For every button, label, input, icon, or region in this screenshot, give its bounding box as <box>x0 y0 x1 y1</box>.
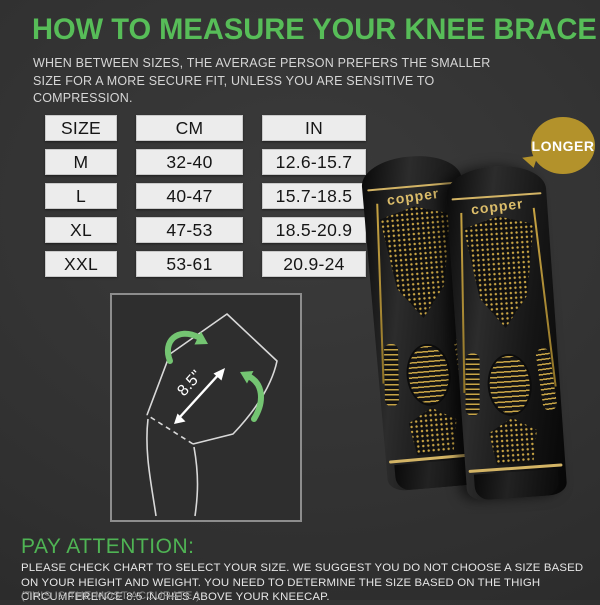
ribbed-patch <box>383 343 400 407</box>
pay-attention-note: (THIS IS THE MOST ACCURATE.) <box>21 590 200 602</box>
calf-mesh-pattern <box>488 416 539 465</box>
thigh-mesh-pattern <box>463 214 541 331</box>
in-cell: 12.6-15.7 <box>262 149 366 175</box>
size-cell: L <box>45 183 117 209</box>
knee-ribbed-patch <box>406 344 452 406</box>
cm-cell: 53-61 <box>136 251 243 277</box>
page-title: HOW TO MEASURE YOUR KNEE BRACE <box>32 13 597 46</box>
longer-badge: LONGER <box>531 117 595 174</box>
product-image: copper copper <box>359 148 600 502</box>
hidden-edge-dashed <box>146 414 194 445</box>
rotation-arrow-icon <box>240 371 264 422</box>
ribbed-patch <box>465 353 480 416</box>
size-table-header-size: SIZE <box>45 115 117 141</box>
longer-badge-label: LONGER <box>531 137 595 154</box>
size-table-header-cm: CM <box>136 115 243 141</box>
measurement-arrow <box>174 368 225 424</box>
calf-mesh-pattern <box>408 406 460 456</box>
size-table-header-in: IN <box>262 115 366 141</box>
page-subtitle: WHEN BETWEEN SIZES, THE AVERAGE PERSON P… <box>33 56 491 105</box>
cm-cell: 47-53 <box>136 217 243 243</box>
size-cell: M <box>45 149 117 175</box>
knee-diagram-svg: 8.5" <box>146 313 278 517</box>
knee-ribbed-patch <box>487 354 532 416</box>
knee-measurement-diagram: 8.5" <box>110 293 302 522</box>
leg-outline <box>146 313 278 445</box>
size-table: SIZE CM IN M 32-40 12.6-15.7 L 40-47 15.… <box>45 115 366 277</box>
rotation-arrow-icon <box>165 330 208 364</box>
in-cell: 15.7-18.5 <box>262 183 366 209</box>
calf-outline <box>193 446 199 517</box>
in-cell: 18.5-20.9 <box>262 217 366 243</box>
size-cell: XXL <box>45 251 117 277</box>
cm-cell: 40-47 <box>136 183 243 209</box>
ankle-cuff <box>473 468 560 501</box>
cm-cell: 32-40 <box>136 149 243 175</box>
thigh-mesh-pattern <box>379 203 458 321</box>
size-cell: XL <box>45 217 117 243</box>
pay-attention-heading: PAY ATTENTION: <box>21 535 195 558</box>
in-cell: 20.9-24 <box>262 251 366 277</box>
calf-outline <box>146 418 157 517</box>
